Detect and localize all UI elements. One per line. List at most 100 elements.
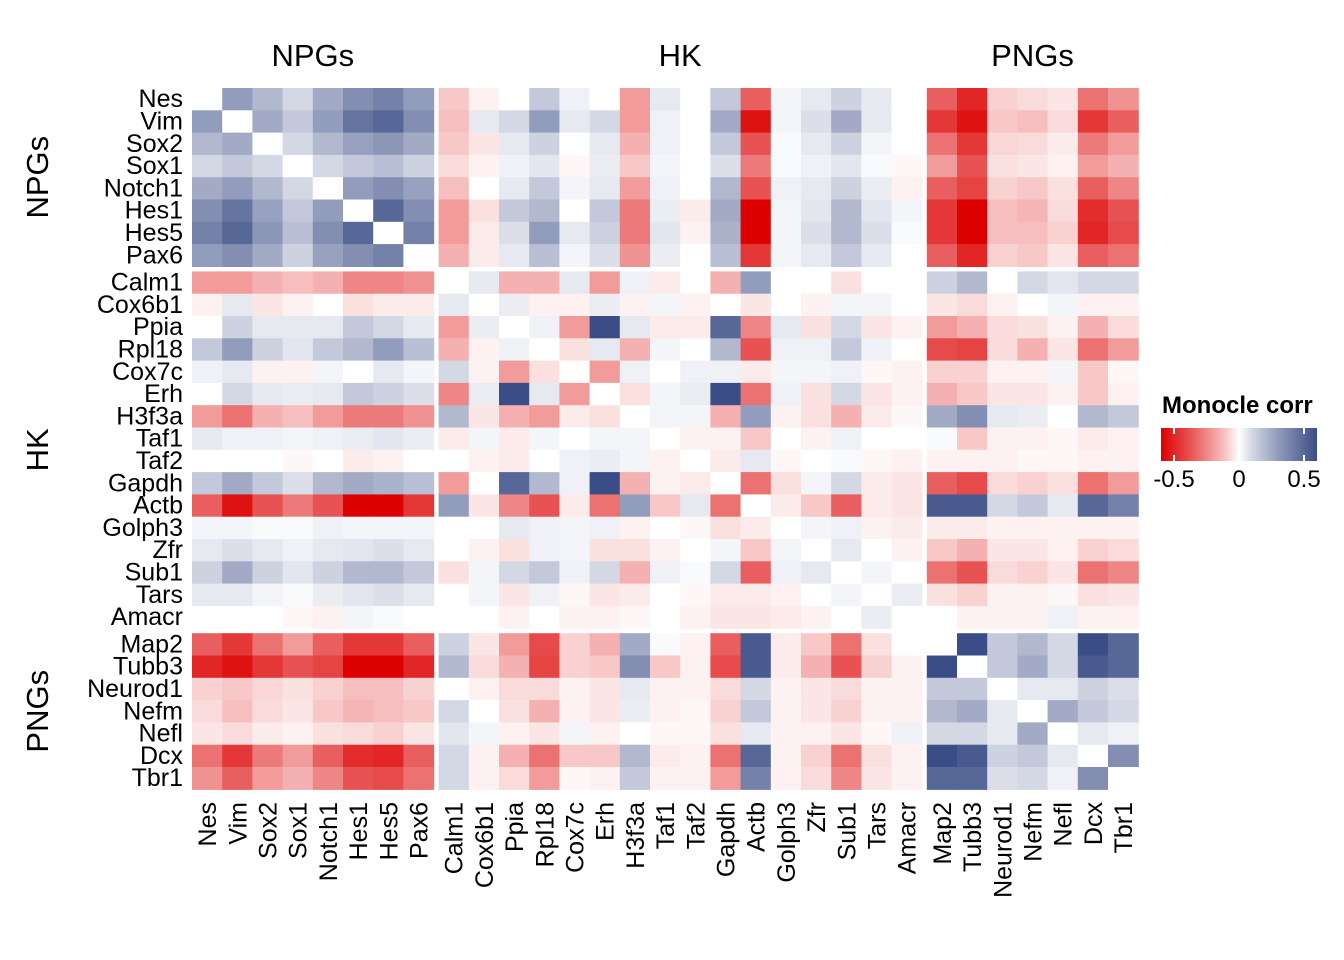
- heatmap-cell: [770, 244, 802, 267]
- heatmap-cell: [222, 539, 253, 562]
- heatmap-cell: [282, 516, 314, 540]
- heatmap-cell: [680, 221, 711, 245]
- heatmap-cell: [559, 767, 591, 790]
- heatmap-cell: [499, 427, 530, 451]
- heatmap-cell: [312, 561, 344, 585]
- heatmap-cell: [831, 88, 862, 111]
- heatmap-cell: [801, 110, 832, 134]
- heatmap-cell: [529, 633, 560, 657]
- heatmap-cell: [926, 767, 958, 790]
- heatmap-cell: [438, 382, 470, 406]
- heatmap-cell: [468, 744, 500, 768]
- heatmap-cell: [252, 700, 284, 723]
- heatmap-cell: [529, 405, 560, 429]
- heatmap-cell: [343, 583, 374, 607]
- heatmap-cell: [1077, 154, 1109, 178]
- heatmap-cell: [801, 221, 832, 245]
- heatmap-cell: [438, 154, 470, 178]
- heatmap-cell: [468, 605, 500, 629]
- heatmap-cell: [801, 360, 832, 384]
- heatmap-cell: [650, 244, 681, 267]
- heatmap-cell: [559, 177, 591, 201]
- heatmap-cell: [1017, 700, 1049, 723]
- heatmap-cell: [1108, 494, 1139, 518]
- heatmap-cell: [1047, 271, 1079, 295]
- heatmap-cell: [312, 427, 344, 451]
- heatmap-cell: [680, 316, 711, 339]
- heatmap-cell: [861, 677, 893, 701]
- heatmap-cell: [926, 199, 958, 223]
- heatmap-cell: [801, 154, 832, 178]
- heatmap-cell: [403, 244, 435, 267]
- heatmap-cell: [438, 244, 470, 267]
- heatmap-cell: [1077, 700, 1109, 723]
- heatmap-cell: [499, 199, 530, 223]
- heatmap-cell: [1017, 516, 1049, 540]
- heatmap-cell: [831, 110, 862, 134]
- heatmap-cell: [926, 539, 958, 562]
- heatmap-cell: [1017, 449, 1049, 473]
- heatmap-cell: [343, 605, 374, 629]
- heatmap-cell: [403, 516, 435, 540]
- heatmap-cell: [831, 316, 862, 339]
- heatmap-cell: [252, 722, 284, 746]
- heatmap-cell: [801, 494, 832, 518]
- heatmap-cell: [192, 516, 223, 540]
- heatmap-cell: [499, 605, 530, 629]
- heatmap-cell: [650, 561, 681, 585]
- heatmap-cell: [589, 655, 621, 679]
- heatmap-cell: [650, 655, 681, 679]
- heatmap-cell: [710, 744, 742, 768]
- heatmap-cell: [770, 700, 802, 723]
- row-label: Cox6b1: [97, 291, 183, 319]
- heatmap-cell: [252, 88, 284, 111]
- heatmap-cell: [987, 767, 1018, 790]
- heatmap-cell: [373, 88, 404, 111]
- heatmap-cell: [222, 655, 253, 679]
- heatmap-cell: [373, 427, 404, 451]
- heatmap-cell: [740, 132, 772, 156]
- heatmap-cell: [529, 382, 560, 406]
- heatmap-cell: [373, 110, 404, 134]
- heatmap-cell: [403, 88, 435, 111]
- row-label: Tubb3: [113, 653, 183, 681]
- heatmap-cell: [222, 605, 253, 629]
- heatmap-cell: [1108, 360, 1139, 384]
- heatmap-cell: [680, 722, 711, 746]
- heatmap-cell: [403, 677, 435, 701]
- heatmap-cell: [343, 561, 374, 585]
- column-label: Gapdh: [713, 802, 741, 877]
- column-label: Zfr: [803, 802, 831, 833]
- heatmap-cell: [222, 88, 253, 111]
- heatmap-cell: [987, 561, 1018, 585]
- heatmap-cell: [343, 767, 374, 790]
- heatmap-cell: [1077, 338, 1109, 362]
- heatmap-cell: [438, 132, 470, 156]
- heatmap-cell: [926, 110, 958, 134]
- heatmap-cell: [650, 583, 681, 607]
- heatmap-cell: [710, 539, 742, 562]
- heatmap-cell: [926, 177, 958, 201]
- heatmap-cell: [861, 221, 893, 245]
- heatmap-cell: [312, 516, 344, 540]
- heatmap-cell: [1108, 722, 1139, 746]
- heatmap-cell: [222, 561, 253, 585]
- heatmap-cell: [499, 271, 530, 295]
- heatmap-cell: [801, 244, 832, 267]
- heatmap-cell: [529, 767, 560, 790]
- heatmap-cell: [559, 271, 591, 295]
- column-label: Nefm: [1020, 802, 1048, 862]
- heatmap-cell: [740, 338, 772, 362]
- heatmap-cell: [1077, 767, 1109, 790]
- heatmap-cell: [1108, 655, 1139, 679]
- heatmap-cell: [770, 154, 802, 178]
- heatmap-cell: [1047, 88, 1079, 111]
- heatmap-cell: [831, 221, 862, 245]
- heatmap-cell: [252, 449, 284, 473]
- column-group-label: NPGs: [271, 38, 354, 73]
- heatmap-cell: [252, 472, 284, 495]
- heatmap-cell: [1047, 244, 1079, 267]
- heatmap-cell: [801, 722, 832, 746]
- heatmap-cell: [529, 583, 560, 607]
- heatmap-cell: [222, 472, 253, 495]
